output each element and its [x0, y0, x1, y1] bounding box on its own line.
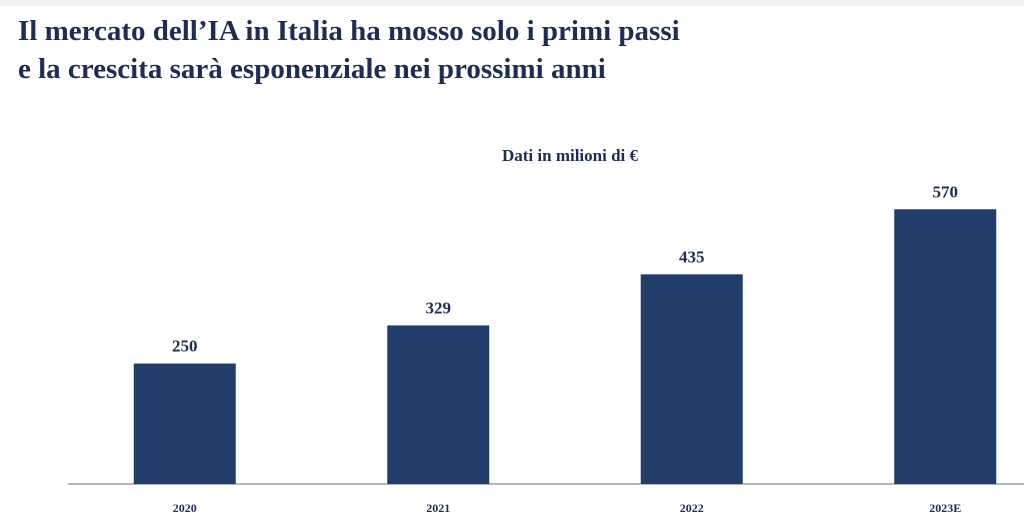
- page-title: Il mercato dell’IA in Italia ha mosso so…: [18, 12, 1008, 88]
- data-label-2023e: 570: [933, 182, 959, 201]
- bar-2023e: [894, 209, 997, 484]
- bar-2022: [640, 274, 743, 484]
- x-tick-label-2022: 2022: [680, 501, 704, 515]
- x-tick-label-2020: 2020: [173, 501, 197, 515]
- top-strip: [0, 0, 1024, 6]
- data-label-2022: 435: [679, 247, 705, 266]
- data-label-2020: 250: [172, 337, 198, 356]
- chart-subtitle: Dati in milioni di €: [501, 146, 639, 165]
- x-tick-label-2023e: 2023E: [929, 501, 961, 515]
- title-line-1: Il mercato dell’IA in Italia ha mosso so…: [18, 15, 680, 47]
- bar-2021: [387, 325, 490, 484]
- bar-2020: [133, 363, 236, 484]
- title-line-2: e la crescita sarà esponenziale nei pros…: [18, 53, 606, 85]
- data-label-2021: 329: [426, 298, 452, 317]
- x-tick-label-2021: 2021: [426, 501, 450, 515]
